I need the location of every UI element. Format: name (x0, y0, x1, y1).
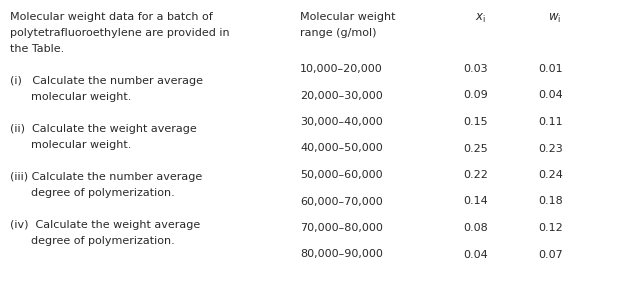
Text: 50,000–60,000: 50,000–60,000 (300, 170, 383, 180)
Text: 0.18: 0.18 (538, 196, 563, 207)
Text: degree of polymerization.: degree of polymerization. (10, 188, 175, 198)
Text: 80,000–90,000: 80,000–90,000 (300, 249, 383, 260)
Text: 0.04: 0.04 (538, 91, 563, 100)
Text: (iii) Calculate the number average: (iii) Calculate the number average (10, 172, 202, 182)
Text: 0.24: 0.24 (538, 170, 563, 180)
Text: 20,000–30,000: 20,000–30,000 (300, 91, 383, 100)
Text: 0.25: 0.25 (464, 144, 488, 153)
Text: $w_\mathrm{i}$: $w_\mathrm{i}$ (548, 12, 562, 25)
Text: 70,000–80,000: 70,000–80,000 (300, 223, 383, 233)
Text: 0.09: 0.09 (464, 91, 488, 100)
Text: the Table.: the Table. (10, 44, 64, 54)
Text: 0.03: 0.03 (464, 64, 488, 74)
Text: (ii)  Calculate the weight average: (ii) Calculate the weight average (10, 124, 197, 134)
Text: 30,000–40,000: 30,000–40,000 (300, 117, 383, 127)
Text: range (g/mol): range (g/mol) (300, 28, 376, 38)
Text: $x_\mathrm{i}$: $x_\mathrm{i}$ (475, 12, 485, 25)
Text: 0.12: 0.12 (538, 223, 563, 233)
Text: molecular weight.: molecular weight. (10, 140, 132, 150)
Text: (iv)  Calculate the weight average: (iv) Calculate the weight average (10, 220, 200, 230)
Text: 0.15: 0.15 (464, 117, 488, 127)
Text: molecular weight.: molecular weight. (10, 92, 132, 102)
Text: Molecular weight: Molecular weight (300, 12, 396, 22)
Text: Molecular weight data for a batch of: Molecular weight data for a batch of (10, 12, 213, 22)
Text: 40,000–50,000: 40,000–50,000 (300, 144, 383, 153)
Text: 10,000–20,000: 10,000–20,000 (300, 64, 383, 74)
Text: 0.22: 0.22 (463, 170, 488, 180)
Text: polytetrafluoroethylene are provided in: polytetrafluoroethylene are provided in (10, 28, 230, 38)
Text: 0.01: 0.01 (538, 64, 563, 74)
Text: 0.07: 0.07 (538, 249, 563, 260)
Text: (i)   Calculate the number average: (i) Calculate the number average (10, 76, 203, 86)
Text: degree of polymerization.: degree of polymerization. (10, 236, 175, 246)
Text: 0.23: 0.23 (538, 144, 563, 153)
Text: 60,000–70,000: 60,000–70,000 (300, 196, 383, 207)
Text: 0.04: 0.04 (464, 249, 488, 260)
Text: 0.11: 0.11 (538, 117, 563, 127)
Text: 0.08: 0.08 (464, 223, 488, 233)
Text: 0.14: 0.14 (464, 196, 488, 207)
